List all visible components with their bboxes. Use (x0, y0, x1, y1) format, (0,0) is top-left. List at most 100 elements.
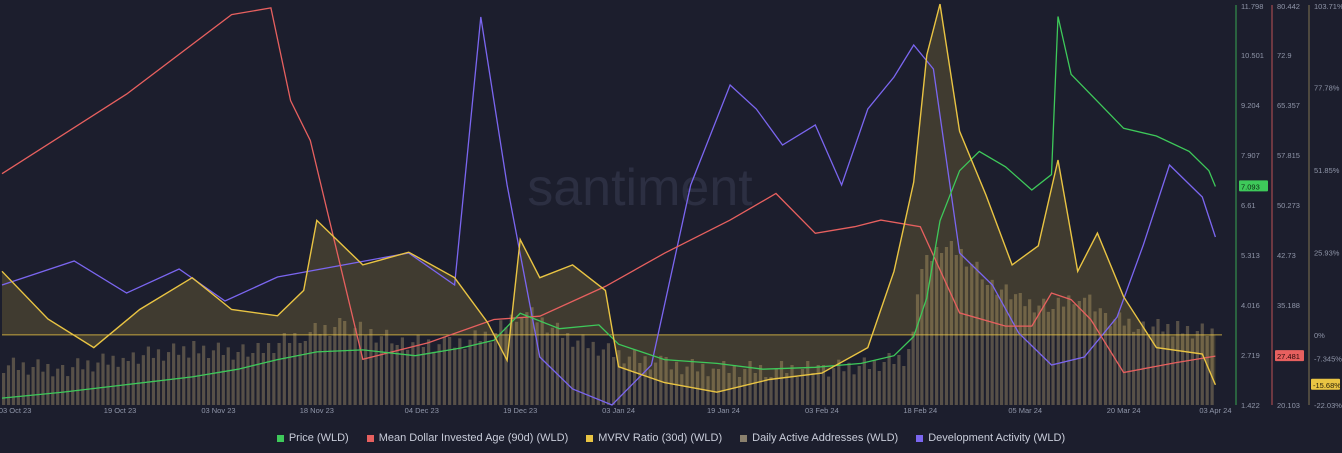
daa-bar (555, 322, 560, 405)
daa-bar (664, 357, 668, 405)
daa-bar (1082, 297, 1087, 405)
dev-activity-line (1, 16, 1217, 406)
daa-bar (1122, 325, 1126, 405)
daa-bar (1127, 318, 1131, 405)
x-tick-label: 03 Apr 24 (1199, 406, 1231, 415)
legend-swatch (916, 434, 924, 442)
daa-bar (930, 261, 934, 405)
daa-bar (1176, 321, 1180, 405)
daa-bar (612, 357, 616, 405)
daa-bar (892, 364, 896, 405)
daa-bar (374, 342, 378, 405)
daa-bar (251, 353, 255, 405)
daa-bar (1108, 326, 1112, 405)
daa-bar (606, 343, 611, 405)
axis-tick-label: 7.907 (1241, 151, 1260, 160)
daa-bar (206, 358, 211, 405)
daa-bar (1161, 331, 1165, 405)
daa-bar (1018, 293, 1022, 405)
chart-legend: Price (WLD) Mean Dollar Invested Age (90… (0, 428, 1342, 448)
daa-bar (81, 369, 85, 405)
legend-item-dev[interactable]: Development Activity (WLD) (916, 432, 1065, 444)
daa-bar (272, 353, 276, 405)
daa-bar (182, 346, 186, 405)
axis-tick-label: -22.03% (1314, 401, 1342, 410)
daa-bar (2, 373, 6, 405)
daa-bar (764, 377, 768, 405)
daa-bar (1067, 295, 1071, 405)
daa-bar (530, 307, 534, 405)
daa-bar (406, 349, 410, 405)
daa-bar (1185, 326, 1190, 405)
axis-tick-label: 50.273 (1277, 201, 1300, 210)
daa-bar (31, 367, 35, 405)
daa-bar (576, 340, 580, 405)
daa-bar (821, 365, 826, 405)
daa-bar (146, 346, 151, 405)
daa-bar (596, 355, 600, 405)
daa-bar (343, 321, 347, 405)
daa-bar (1113, 319, 1117, 405)
daa-bar (811, 373, 815, 405)
daa-bar (121, 357, 125, 405)
daa-bar (333, 327, 337, 405)
daa-bar (877, 371, 881, 405)
daa-bar (66, 376, 70, 405)
daa-bar (915, 294, 920, 405)
daa-bar (632, 349, 637, 405)
legend-item-price[interactable]: Price (WLD) (276, 432, 349, 444)
axis-tick-label: 35.188 (1277, 301, 1300, 310)
legend-label: Daily Active Addresses (WLD) (752, 432, 899, 444)
daa-bar (1077, 301, 1081, 405)
daa-bar (790, 365, 794, 405)
chart-svg: santiment 11.798 10.501 9.204 7.907 6.61 5.313… (0, 2, 1342, 415)
daa-bar (753, 373, 757, 405)
daa-bar (303, 341, 307, 405)
daa-bar (1200, 323, 1204, 405)
daa-bar (800, 369, 805, 405)
axis-tick-label: 80.442 (1277, 2, 1300, 11)
daa-bar (571, 346, 575, 405)
daa-bar (493, 333, 498, 405)
daa-bar (1103, 313, 1108, 405)
mvrv-line (1, 3, 1217, 393)
daa-bar (504, 327, 508, 405)
daa-bar (56, 368, 60, 405)
legend-label: MVRV Ratio (30d) (WLD) (598, 432, 723, 444)
daa-bar (806, 361, 810, 405)
daa-bar (748, 361, 752, 405)
daa-bar (473, 330, 477, 405)
daa-bar (390, 343, 394, 405)
legend-swatch (740, 434, 748, 442)
daa-bar (1190, 338, 1195, 405)
daa-bar (282, 333, 286, 405)
legend-swatch (366, 434, 374, 442)
daa-bar (287, 343, 292, 405)
daa-bar (348, 334, 352, 405)
daa-bar (379, 336, 384, 405)
daa-bar (364, 335, 368, 405)
daa-bar (795, 377, 799, 405)
daa-bar (71, 367, 75, 405)
axis-tick-label: 20.103 (1277, 401, 1300, 410)
daa-bar (1072, 304, 1076, 405)
daa-bar (1151, 326, 1155, 405)
legend-item-daa[interactable]: Daily Active Addresses (WLD) (740, 432, 898, 444)
daa-bar (453, 347, 457, 405)
mdia-line (1, 7, 1216, 374)
daa-bar (648, 369, 652, 405)
daa-bar (949, 241, 953, 405)
daa-bar (540, 317, 544, 405)
axis-tick-label: -7.345% (1314, 354, 1342, 363)
daa-bar (990, 279, 994, 405)
daa-bar (550, 327, 554, 405)
legend-item-mdia[interactable]: Mean Dollar Invested Age (90d) (WLD) (366, 432, 568, 444)
daa-bar (437, 344, 441, 405)
daa-bar (509, 314, 513, 405)
legend-item-mvrv[interactable]: MVRV Ratio (30d) (WLD) (586, 432, 722, 444)
daa-bar (1046, 311, 1050, 405)
axis-tick-label: 9.204 (1241, 101, 1260, 110)
current-value-badge (1311, 378, 1340, 390)
daa-bar (266, 343, 271, 405)
